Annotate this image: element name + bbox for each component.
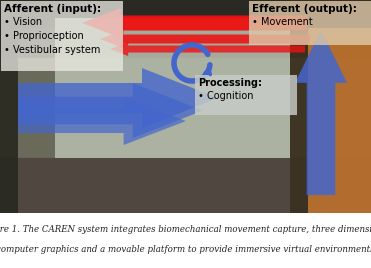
Bar: [290, 0, 371, 213]
Text: • Cognition: • Cognition: [198, 91, 253, 101]
Text: computer graphics and a movable platform to provide immersive virtual environmen: computer graphics and a movable platform…: [0, 245, 371, 254]
Polygon shape: [295, 30, 347, 195]
Polygon shape: [18, 97, 186, 145]
Text: Figure 1. The CAREN system integrates biomechanical movement capture, three dime: Figure 1. The CAREN system integrates bi…: [0, 225, 371, 234]
Text: Efferent (output):: Efferent (output):: [252, 4, 357, 14]
Bar: [249, 1, 371, 45]
Bar: [55, 18, 290, 158]
Bar: [195, 75, 297, 115]
Text: • Proprioception: • Proprioception: [4, 31, 84, 41]
Polygon shape: [18, 83, 203, 138]
Bar: [0, 0, 18, 213]
Polygon shape: [18, 68, 218, 128]
Polygon shape: [100, 30, 310, 48]
Text: • Movement: • Movement: [252, 17, 313, 27]
Polygon shape: [110, 42, 305, 56]
Text: • Vision: • Vision: [4, 17, 42, 27]
Bar: [1, 1, 123, 71]
Text: • Vestibular system: • Vestibular system: [4, 45, 101, 55]
Bar: [308, 28, 371, 213]
Text: Afferent (input):: Afferent (input):: [4, 4, 101, 14]
Text: Processing:: Processing:: [198, 78, 262, 88]
Polygon shape: [82, 8, 307, 38]
